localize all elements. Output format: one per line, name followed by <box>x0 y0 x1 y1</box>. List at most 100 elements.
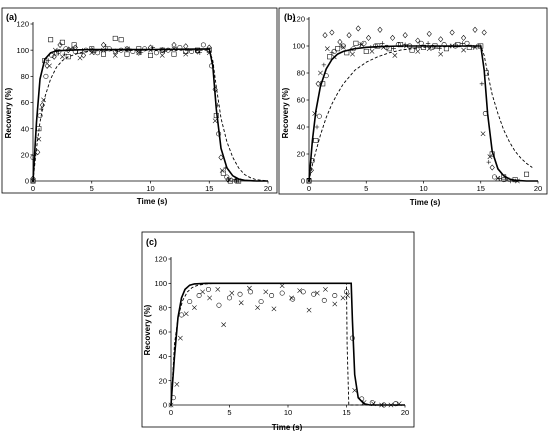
panel-a-xlabel: Time (s) <box>137 197 168 206</box>
panel-b-point-circle <box>475 43 481 49</box>
panel-a-point-cross <box>148 47 153 53</box>
panel-b-point-circle <box>453 43 459 49</box>
panel-c-point-circle <box>216 302 222 308</box>
panel-a-point-circle <box>49 52 55 58</box>
panel-c-point-cross <box>215 287 221 292</box>
panel-a-ytick-label: 80 <box>21 72 29 81</box>
panel-b-point-square <box>363 48 369 54</box>
panel-a-ytick-label: 20 <box>21 150 29 159</box>
panel-a-point-plus <box>197 50 203 55</box>
panel-c-xlabel: Time (s) <box>272 423 303 431</box>
panel-b-point-cross <box>306 178 312 184</box>
panel-b-point-diamond <box>355 25 361 32</box>
panel-a-point-diamond <box>136 49 142 56</box>
panel-a-point-square <box>48 37 54 43</box>
panel-c-frame <box>141 231 415 428</box>
panel-c-point-cross <box>207 295 213 301</box>
panel-c-xtick-label: 10 <box>284 408 292 417</box>
panel-a-point-cross <box>47 63 52 69</box>
panel-b-point-cross <box>480 131 486 137</box>
panel-a-ytick-label: 120 <box>16 20 29 29</box>
panel-b-point-diamond <box>481 29 487 36</box>
panel-b-point-square <box>421 44 426 50</box>
panel-b-xtick-label: 20 <box>534 184 542 193</box>
panel-a-point-diamond <box>183 43 189 50</box>
panel-b-point-circle <box>395 42 401 48</box>
panel-b-point-plus <box>448 43 454 49</box>
panel-b-point-diamond <box>449 29 455 36</box>
panel-a-point-cross <box>124 46 130 52</box>
panel-b-point-cross <box>487 154 493 160</box>
panel-a-point-square <box>136 46 142 52</box>
panel-c-point-circle <box>187 299 193 305</box>
panel-b-point-diamond <box>415 37 421 44</box>
panel-a-point-cross <box>112 53 118 58</box>
panel-b-point-plus <box>425 41 431 46</box>
panel-a-point-square <box>148 52 153 58</box>
panel-c-point-circle <box>359 396 365 402</box>
panel-a-point-plus <box>215 102 220 108</box>
panel-b-point-diamond <box>472 26 478 33</box>
panel-a-point-circle <box>72 48 78 54</box>
panel-a-point-cross <box>101 47 106 53</box>
panel-c-point-cross <box>323 287 328 292</box>
panel-c-point-cross <box>332 301 338 307</box>
panel-b-point-plus <box>368 45 374 50</box>
panel-c-point-cross <box>200 289 205 295</box>
panel-c: (c) Time (s) Recovery (%) 02040608010012… <box>141 231 415 431</box>
panel-c-curve-dashed <box>170 282 405 406</box>
panel-b-point-square <box>489 151 495 157</box>
panel-a-point-circle <box>153 50 159 56</box>
panel-b-point-cross <box>324 46 330 52</box>
panel-a-point-diamond <box>212 86 218 93</box>
panel-c-point-circle <box>196 293 202 298</box>
panel-b-point-diamond <box>461 34 467 41</box>
panel-b-point-circle <box>351 46 357 52</box>
panel-b-point-circle <box>309 158 315 164</box>
panel-b-point-square <box>335 46 341 52</box>
panel-b-ytick-label: 40 <box>297 123 305 132</box>
panel-b-point-plus <box>391 46 396 51</box>
panel-c-point-circle <box>349 335 355 341</box>
panel-b-point-plus <box>460 41 465 46</box>
panel-a-point-plus <box>150 45 156 50</box>
panel-a-point-diamond <box>80 52 87 59</box>
panel-a-point-plus <box>54 49 59 54</box>
panel-a-point-circle <box>165 47 171 53</box>
panel-b-frame <box>278 7 548 195</box>
panel-b-point-diamond <box>329 29 335 36</box>
panel-a-point-square <box>213 113 219 119</box>
panel-a-point-square <box>236 178 242 184</box>
panel-a-point-circle <box>233 178 239 184</box>
panel-a-point-square <box>124 51 130 57</box>
panel-c-point-cross <box>238 300 244 306</box>
panel-a-point-diamond <box>194 48 201 55</box>
panel-c-point-cross <box>183 311 189 317</box>
panel-c-point-cross <box>396 401 402 407</box>
panel-a-point-circle <box>30 154 36 160</box>
panel-c-ytick-label: 0 <box>163 401 167 410</box>
panel-a-ytick-label: 60 <box>21 98 29 107</box>
panel-b-ytick-label: 20 <box>297 150 305 159</box>
panel-c-point-circle <box>369 400 375 406</box>
panel-b-point-plus <box>496 176 502 181</box>
panel-c-point-cross <box>352 388 358 393</box>
panel-a-point-diamond <box>159 47 165 54</box>
panel-c-point-circle <box>279 290 285 296</box>
panel-a-xtick-label: 0 <box>31 184 35 193</box>
panel-c-ytick-label: 100 <box>154 279 167 288</box>
panel-b-point-square <box>512 177 518 183</box>
panel-c-point-cross <box>340 295 346 301</box>
panel-b-ytick-label: 100 <box>292 42 305 51</box>
panel-b-point-circle <box>482 111 488 116</box>
panel-b-point-cross <box>438 51 444 57</box>
panel-a-point-diamond <box>124 45 130 52</box>
panel-a-point-square <box>65 54 71 60</box>
panel-a-point-square <box>59 39 65 45</box>
panel-b-point-square <box>483 70 489 76</box>
panel-b-curve-dashed <box>308 45 533 182</box>
panel-c-point-circle <box>393 401 399 407</box>
panel-a-point-square <box>101 51 106 57</box>
panel-c-ytick-label: 20 <box>159 376 167 385</box>
panel-b-point-plus <box>380 41 385 46</box>
